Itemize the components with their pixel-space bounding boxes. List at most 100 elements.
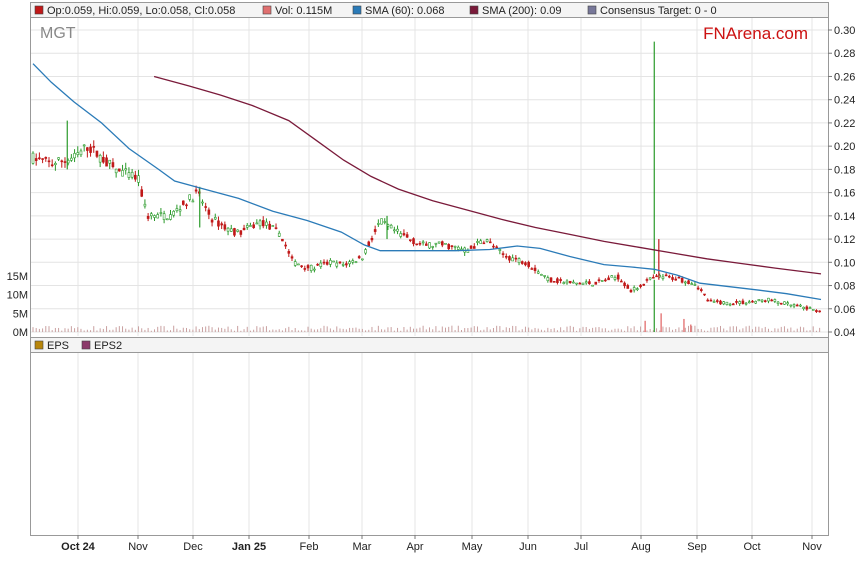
candle-body (373, 229, 377, 232)
candle-body (332, 260, 335, 263)
candle-body (725, 301, 729, 305)
candle-body (648, 277, 652, 280)
time-tick-label: Oct 24 (61, 541, 96, 553)
legend-label: SMA (60): 0.068 (365, 5, 445, 17)
time-tick-label: Aug (631, 541, 651, 553)
candle-body (719, 300, 722, 305)
candle-body (121, 170, 124, 177)
candle-body (281, 238, 284, 242)
candle-body (597, 279, 601, 282)
candle-body (703, 293, 706, 296)
time-tick-label: Jan 25 (232, 541, 266, 553)
candle-body (613, 277, 617, 280)
candle-body (140, 189, 144, 197)
candle-body (325, 261, 329, 265)
time-tick-label: Nov (802, 541, 822, 553)
candle-body (258, 220, 262, 227)
candle-body (716, 300, 719, 302)
candle-body (632, 287, 636, 291)
candle-body (655, 275, 658, 278)
candle-body (700, 289, 703, 292)
time-tick-label: Nov (128, 541, 148, 553)
candle-body (815, 310, 818, 312)
candle-body (175, 208, 179, 211)
sma-200-line (153, 75, 822, 275)
eps-legend-label: EPS (47, 340, 69, 352)
candle-body (181, 200, 185, 205)
header-bar (30, 2, 829, 18)
candle-body (789, 304, 793, 307)
candle-body (786, 302, 789, 305)
candle-body (271, 225, 275, 227)
candle-body (754, 301, 757, 304)
candle-body (364, 249, 367, 254)
price-tick-label: 0.20 (834, 141, 855, 153)
candle-body (313, 268, 316, 271)
candle-body (607, 277, 610, 281)
candle-body (501, 253, 505, 255)
candle-body (460, 248, 463, 251)
candle-body (309, 264, 313, 271)
candle-body (706, 299, 710, 302)
candle-body (105, 157, 108, 167)
candle-body (348, 261, 351, 265)
candle-body (517, 258, 521, 264)
candle-body (799, 304, 802, 307)
volume-axis: 0M 5M 10M 15M (7, 271, 28, 339)
candle-body (453, 245, 457, 248)
candle-body (568, 280, 572, 284)
candle-body (514, 257, 518, 260)
eps-panel-frame (30, 337, 829, 536)
candle-body (626, 285, 630, 289)
candle-body (213, 217, 217, 220)
candle-body (204, 206, 207, 208)
candle-body (124, 168, 128, 171)
candle-body (425, 243, 428, 246)
candle-body (543, 275, 546, 277)
candle-body (728, 303, 732, 306)
candle-body (476, 241, 479, 243)
candle-body (153, 215, 156, 218)
price-tick-label: 0.30 (834, 25, 855, 37)
volume-tick-label: 15M (7, 271, 28, 283)
main-panel-frame (30, 17, 829, 338)
candle-body (150, 213, 153, 217)
candle-body (620, 280, 623, 283)
time-tick-label: Dec (183, 541, 203, 553)
price-tick-label: 0.26 (834, 71, 855, 83)
legend-swatch (469, 5, 479, 15)
candle-body (671, 277, 674, 280)
candle-body (245, 225, 249, 228)
candle-body (172, 210, 175, 216)
legend-label: SMA (200): 0.09 (482, 5, 562, 17)
candle-body (811, 309, 815, 311)
time-tick-label: Jun (519, 541, 537, 553)
volume-tick-label: 10M (7, 290, 28, 302)
candle-body (380, 218, 383, 225)
candle-body (127, 172, 131, 178)
candle-body (130, 172, 134, 178)
candle-body (306, 265, 310, 269)
candle-body (412, 238, 415, 245)
price-tick-label: 0.28 (834, 48, 855, 60)
candle-body (581, 282, 585, 286)
candle-body (792, 304, 796, 307)
candle-body (693, 284, 697, 286)
candle-body (645, 279, 649, 281)
candle-body (485, 239, 489, 242)
candle-body (741, 300, 745, 304)
candle-body (178, 209, 182, 212)
candle-body (300, 265, 303, 268)
time-tick-label: Oct (743, 541, 760, 553)
ticker-label: MGT (40, 25, 76, 42)
candle-body (111, 162, 115, 168)
candle-body (562, 282, 566, 284)
candle-body (584, 281, 588, 284)
candle-body (86, 147, 89, 151)
candle-body (687, 280, 690, 285)
candle-body (661, 276, 665, 279)
candle-body (808, 307, 812, 310)
candle-body (108, 159, 112, 164)
time-tick-label: Feb (300, 541, 319, 553)
